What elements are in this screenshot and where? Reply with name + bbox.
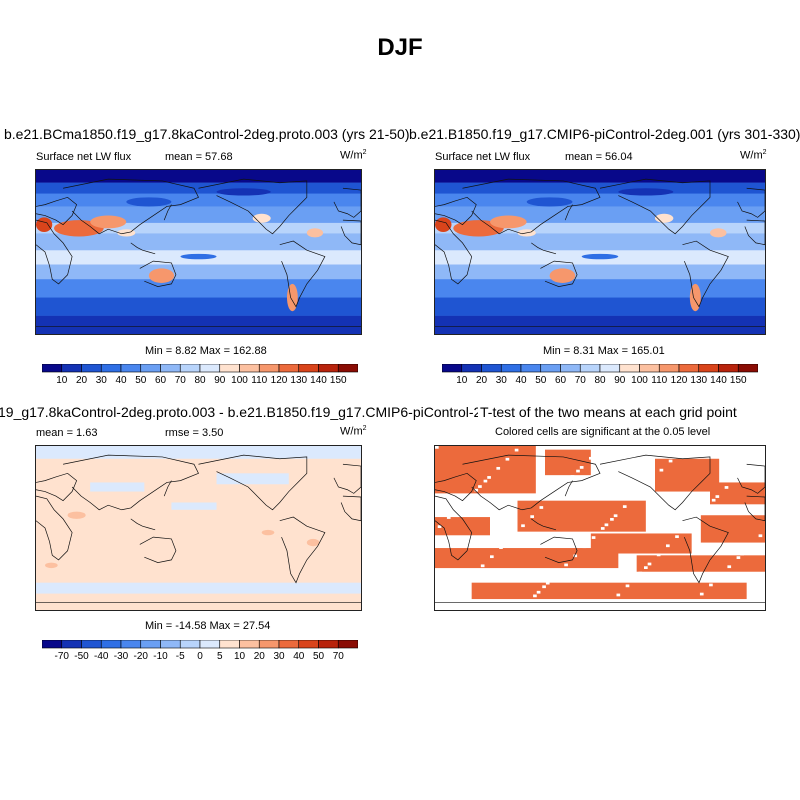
colorbar-tick-label: 40 (515, 375, 527, 386)
colorbar-tick-label: 150 (329, 375, 347, 386)
colorbar-tick-label: 70 (332, 651, 344, 662)
colorbar-tick-label: -30 (113, 651, 129, 662)
panel-2-minmax: Min = 8.31 Max = 165.01 (543, 345, 665, 357)
colorbar-tick-label: 80 (594, 375, 606, 386)
colorbar-tick-label: -5 (175, 651, 185, 662)
colorbar-tick-label: 120 (270, 375, 288, 386)
colorbar-tick-label: 70 (574, 375, 586, 386)
panel-3-minmax: Min = -14.58 Max = 27.54 (145, 620, 271, 632)
panel-1-colorbar: 10 20 30 40 50 60 70 80 90 100 110 120 130 140 150 (42, 364, 358, 388)
panel-1-minmax: Min = 8.82 Max = 162.88 (145, 345, 267, 357)
colorbar-tick-label: 40 (115, 375, 127, 386)
colorbar-tick-label: -20 (133, 651, 148, 662)
panel-1-variable: Surface net LW flux (36, 151, 132, 163)
panel-4-subtitle: Colored cells are significant at the 0.0… (495, 426, 711, 438)
panel-2-mean: mean = 56.04 (565, 151, 633, 163)
colorbar-tick-label: 50 (535, 375, 547, 386)
colorbar-tick-label: 70 (174, 375, 186, 386)
colorbar-tick-label: 90 (214, 375, 226, 386)
colorbar-tick-label: -40 (94, 651, 109, 662)
panel-1-title: b.e21.BCma1850.f19_g17.8kaControl-2deg.p… (4, 126, 410, 142)
panel-3-units: W/m2 (340, 425, 367, 438)
panel-3-map (35, 445, 362, 611)
colorbar-tick-label: 50 (135, 375, 147, 386)
panel-2-units: W/m2 (740, 149, 767, 162)
panel-3-rmse: rmse = 3.50 (165, 427, 224, 439)
colorbar-tick-label: -70 (54, 651, 69, 662)
colorbar-tick-label: 0 (197, 651, 203, 662)
colorbar-tick-label: -50 (74, 651, 89, 662)
colorbar-tick-label: 90 (614, 375, 626, 386)
colorbar-tick-label: -10 (153, 651, 168, 662)
panel-3-mean: mean = 1.63 (36, 427, 98, 439)
colorbar-tick-label: 100 (231, 375, 248, 386)
colorbar-tick-label: 5 (216, 651, 223, 662)
colorbar-tick-label: 10 (233, 651, 246, 662)
colorbar-tick-label: 30 (95, 375, 107, 386)
colorbar-tick-label: 80 (194, 375, 206, 386)
colorbar-tick-label: 60 (554, 375, 567, 386)
panel-2-colorbar: 10 20 30 40 50 60 70 80 90 100 110 120 130 140 150 (442, 364, 758, 388)
colorbar-tick-label: 30 (273, 651, 285, 662)
panel-2-title: b.e21.B1850.f19_g17.CMIP6-piControl-2deg… (409, 126, 800, 142)
colorbar-tick-label: 40 (293, 651, 305, 662)
colorbar-tick-label: 20 (253, 651, 265, 662)
colorbar-tick-label: 30 (495, 375, 507, 386)
panel-2-variable: Surface net LW flux (435, 151, 531, 163)
panel-1-map (35, 169, 362, 335)
figure-title: DJF (377, 34, 423, 61)
colorbar-tick-label: 20 (75, 375, 88, 386)
panel-1-units: W/m2 (340, 149, 367, 162)
colorbar-tick-label: 10 (456, 375, 468, 386)
colorbar-tick-label: 20 (475, 375, 488, 386)
panel-3-colorbar: -70 -50 -40 -30 -20 -10 -5 0 5 10 20 30 40 50 70 (42, 640, 358, 664)
panel-1-mean: mean = 57.68 (165, 151, 233, 163)
colorbar-tick-label: 130 (290, 375, 308, 386)
colorbar-tick-label: 110 (251, 375, 268, 386)
colorbar-tick-label: 130 (690, 375, 708, 386)
colorbar-tick-label: 150 (729, 375, 747, 386)
colorbar-tick-label: 140 (310, 375, 327, 386)
colorbar-tick-label: 120 (670, 375, 688, 386)
colorbar-tick-label: 110 (651, 375, 668, 386)
panel-3-title: 19_g17.8kaControl-2deg.proto.003 - b.e21… (0, 404, 532, 420)
colorbar-tick-label: 50 (312, 651, 325, 662)
panel-4-title: T-test of the two means at each grid poi… (478, 404, 737, 420)
panel-2-map (434, 169, 766, 335)
panel-4-map (434, 445, 766, 611)
colorbar-tick-label: 100 (631, 375, 648, 386)
colorbar-tick-label: 10 (56, 375, 68, 386)
colorbar-tick-label: 140 (710, 375, 727, 386)
colorbar-tick-label: 60 (154, 375, 167, 386)
